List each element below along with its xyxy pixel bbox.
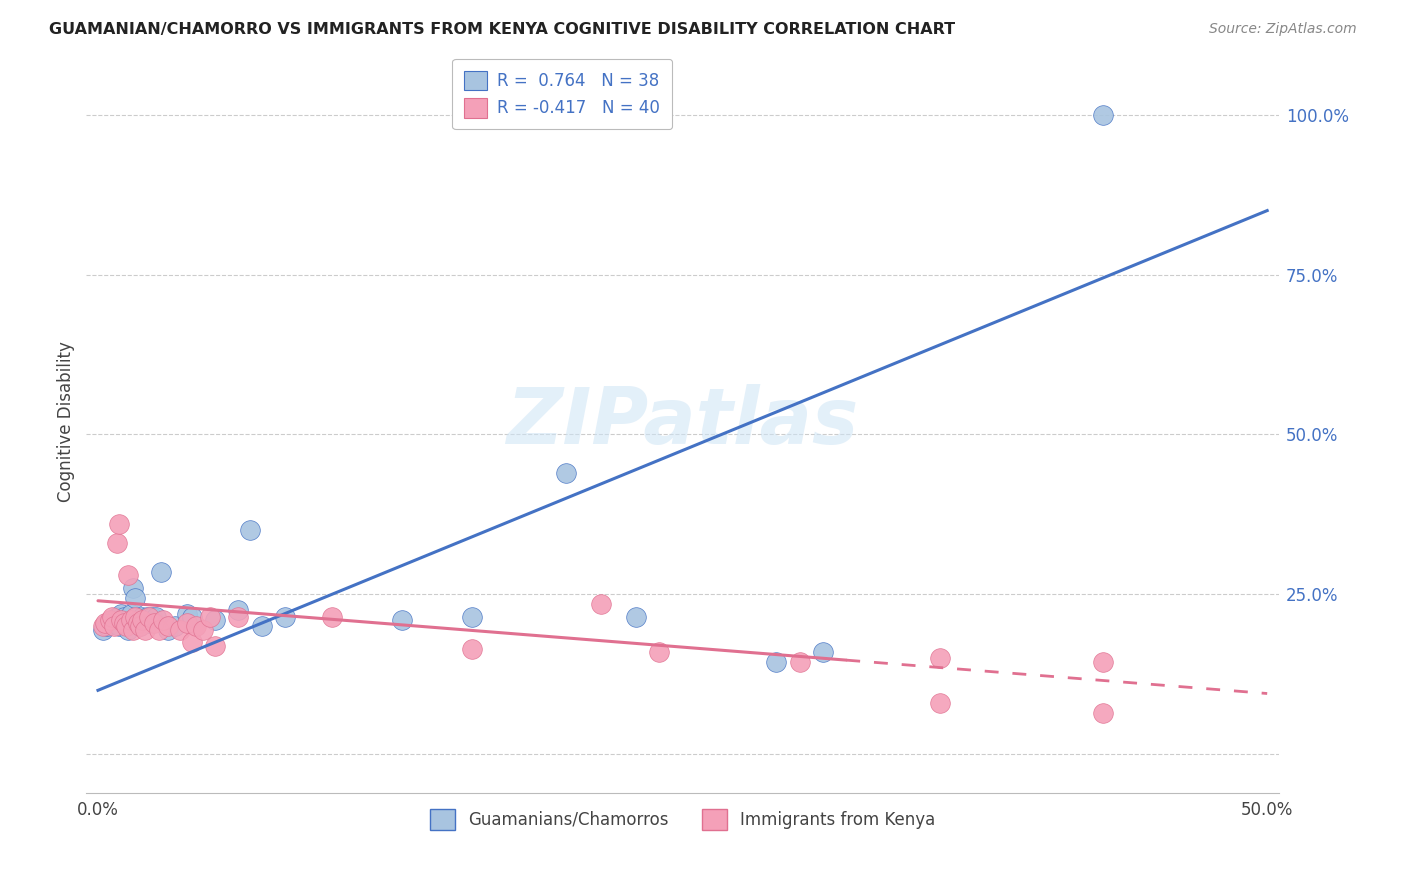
Point bbox=[124, 609, 146, 624]
Point bbox=[152, 613, 174, 627]
Point bbox=[1092, 108, 1115, 122]
Point bbox=[134, 613, 156, 627]
Point bbox=[110, 607, 132, 621]
Point bbox=[165, 619, 187, 633]
Point bbox=[143, 616, 166, 631]
Point bbox=[103, 616, 125, 631]
Point bbox=[928, 696, 950, 710]
Point bbox=[169, 623, 191, 637]
Point bbox=[105, 609, 128, 624]
Point bbox=[250, 619, 273, 633]
Point bbox=[101, 613, 124, 627]
Point bbox=[91, 623, 114, 637]
Point bbox=[321, 609, 343, 624]
Point bbox=[180, 609, 202, 624]
Point bbox=[122, 581, 145, 595]
Point bbox=[105, 536, 128, 550]
Point bbox=[129, 619, 152, 633]
Point bbox=[789, 655, 811, 669]
Point bbox=[108, 619, 131, 633]
Point bbox=[204, 639, 226, 653]
Point bbox=[101, 609, 124, 624]
Y-axis label: Cognitive Disability: Cognitive Disability bbox=[58, 342, 75, 502]
Point bbox=[110, 613, 132, 627]
Point bbox=[157, 623, 180, 637]
Point bbox=[180, 635, 202, 649]
Point bbox=[461, 641, 484, 656]
Point bbox=[138, 609, 160, 624]
Point bbox=[136, 609, 159, 624]
Point bbox=[589, 597, 612, 611]
Point bbox=[91, 619, 114, 633]
Point bbox=[811, 645, 834, 659]
Point bbox=[157, 619, 180, 633]
Point bbox=[554, 466, 576, 480]
Point bbox=[120, 607, 142, 621]
Text: GUAMANIAN/CHAMORRO VS IMMIGRANTS FROM KENYA COGNITIVE DISABILITY CORRELATION CHA: GUAMANIAN/CHAMORRO VS IMMIGRANTS FROM KE… bbox=[49, 22, 955, 37]
Text: Source: ZipAtlas.com: Source: ZipAtlas.com bbox=[1209, 22, 1357, 37]
Point bbox=[1092, 706, 1115, 720]
Point bbox=[1092, 655, 1115, 669]
Point bbox=[274, 609, 297, 624]
Point bbox=[103, 619, 125, 633]
Point bbox=[624, 609, 647, 624]
Point bbox=[129, 619, 152, 633]
Point bbox=[108, 516, 131, 531]
Point bbox=[148, 623, 170, 637]
Point bbox=[150, 565, 173, 579]
Point bbox=[115, 619, 138, 633]
Point bbox=[124, 591, 146, 605]
Legend: Guamanians/Chamorros, Immigrants from Kenya: Guamanians/Chamorros, Immigrants from Ke… bbox=[423, 803, 942, 837]
Point bbox=[98, 613, 121, 627]
Point bbox=[115, 616, 138, 631]
Point bbox=[120, 613, 142, 627]
Point bbox=[96, 619, 118, 633]
Point bbox=[239, 524, 262, 538]
Point bbox=[127, 613, 149, 627]
Text: ZIPatlas: ZIPatlas bbox=[506, 384, 859, 459]
Point bbox=[112, 609, 135, 624]
Point bbox=[928, 651, 950, 665]
Point bbox=[94, 616, 117, 631]
Point bbox=[112, 616, 135, 631]
Point bbox=[391, 613, 413, 627]
Point bbox=[765, 655, 787, 669]
Point bbox=[145, 609, 167, 624]
Point bbox=[204, 613, 226, 627]
Point bbox=[122, 623, 145, 637]
Point bbox=[117, 623, 139, 637]
Point bbox=[131, 613, 153, 627]
Point bbox=[117, 568, 139, 582]
Point bbox=[131, 609, 153, 624]
Point bbox=[186, 619, 208, 633]
Point bbox=[134, 623, 156, 637]
Point bbox=[176, 616, 198, 631]
Point bbox=[138, 616, 160, 631]
Point bbox=[193, 623, 215, 637]
Point bbox=[648, 645, 671, 659]
Point bbox=[461, 609, 484, 624]
Point bbox=[141, 609, 163, 624]
Point bbox=[200, 609, 222, 624]
Point bbox=[127, 616, 149, 631]
Point bbox=[226, 609, 249, 624]
Point bbox=[226, 603, 249, 617]
Point bbox=[176, 607, 198, 621]
